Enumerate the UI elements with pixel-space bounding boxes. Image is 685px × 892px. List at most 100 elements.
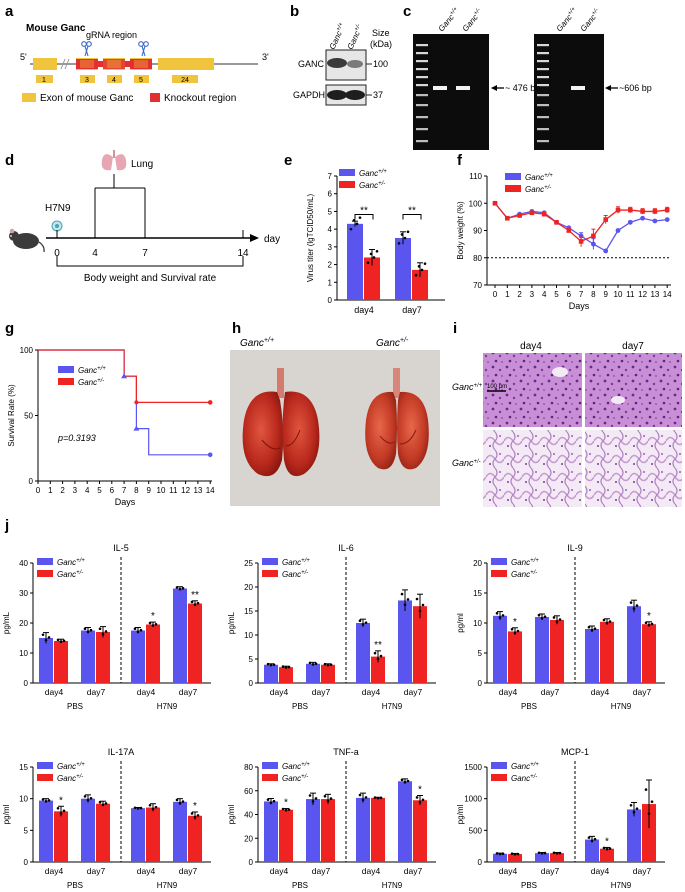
data-point <box>608 847 612 850</box>
data-point <box>615 228 621 233</box>
y-axis-label: Body weight (%) <box>456 201 465 260</box>
wt-photo-label: Ganc+/+ <box>240 337 274 349</box>
legend-label-ko: Ganc+/- <box>282 774 308 783</box>
timeline-tick-label: 4 <box>92 248 98 259</box>
x-tick-label: day7 <box>633 687 652 697</box>
x-tick-label: day7 <box>312 866 331 876</box>
data-point <box>323 794 327 798</box>
bar <box>508 854 522 862</box>
ladder-band <box>537 76 549 79</box>
y-axis-label: pg/mL <box>227 611 236 634</box>
three-prime-label: 3' <box>262 52 269 62</box>
ko-lung-image <box>365 368 429 470</box>
significance-mark: * <box>647 611 651 622</box>
data-point <box>505 215 510 221</box>
x-tick-label: day4 <box>137 687 156 697</box>
data-point <box>269 801 273 804</box>
gel-image-2 <box>534 34 604 150</box>
x-tick-label: day7 <box>312 687 331 697</box>
significance-mark: ** <box>360 206 368 217</box>
y-tick-label: 500 <box>469 826 483 835</box>
data-point <box>605 847 609 851</box>
data-point <box>608 620 612 623</box>
bar <box>356 623 370 683</box>
y-tick-label: 40 <box>19 559 28 568</box>
data-point <box>593 837 597 841</box>
data-point <box>323 662 327 666</box>
panel-label-e: e <box>284 152 292 169</box>
x-tick-label: 11 <box>626 290 635 299</box>
band-size-label: ~606 bp <box>619 83 652 93</box>
knockout-link-2 <box>125 61 130 67</box>
data-point <box>517 213 522 218</box>
bar <box>188 815 202 862</box>
survival-bracket <box>56 256 244 267</box>
knockout-region-2 <box>103 59 125 69</box>
data-point <box>629 601 633 604</box>
y-tick-label: 10 <box>473 619 482 628</box>
panel-a: a Mouse Ganc gRNA region 5' 3' 1 3 <box>5 3 269 104</box>
y-tick-label: 50 <box>24 412 33 421</box>
x-tick-label: day4 <box>362 687 381 697</box>
exon-24 <box>158 58 214 70</box>
y-tick-label: 4 <box>328 225 333 234</box>
legend-exon-label: Exon of mouse Ganc <box>40 93 133 104</box>
bar <box>642 804 656 862</box>
y-tick-label: 10 <box>19 795 28 804</box>
scale-bar-label: 100 μm <box>487 384 507 390</box>
data-point <box>193 815 197 819</box>
x-tick-label: 14 <box>206 486 215 495</box>
legend-label-ko: Ganc+/- <box>57 570 83 579</box>
panel-b: b Ganc+/+ Ganc+/- Size (kDa) GANC GAPDH … <box>290 3 392 106</box>
y-tick-label: 0 <box>24 858 29 867</box>
exon-3-overlay <box>80 60 94 68</box>
exon-number-box <box>134 75 149 83</box>
data-point <box>154 805 158 809</box>
mouse-icon <box>9 228 45 253</box>
panel-i: i day4 day7 Ganc+/+ Ganc+/- 100 μm <box>452 320 682 507</box>
data-point <box>366 261 370 265</box>
bar <box>398 781 412 862</box>
data-point <box>266 798 270 801</box>
timeline-unit: day <box>264 234 280 245</box>
x-tick-label: 7 <box>122 486 127 495</box>
data-point <box>554 220 559 225</box>
group-label: PBS <box>292 702 308 711</box>
data-point <box>361 623 365 626</box>
data-point <box>421 798 425 802</box>
bar <box>279 809 293 862</box>
y-tick-label: 20 <box>244 583 253 592</box>
ladder-band <box>416 104 428 107</box>
x-tick-label: 4 <box>85 486 90 495</box>
significance-mark: ** <box>191 590 199 601</box>
y-tick-label: 15 <box>19 763 28 772</box>
data-point <box>540 616 544 620</box>
x-tick-label: 6 <box>567 290 572 299</box>
data-point <box>650 622 654 626</box>
data-point <box>376 657 380 661</box>
legend-label-ko: Ganc+/- <box>57 774 83 783</box>
legend-swatch-wt <box>37 762 53 769</box>
group-label: H7N9 <box>382 881 403 890</box>
data-point <box>207 452 213 458</box>
legend-label-wt: Ganc+/+ <box>359 169 387 178</box>
data-point <box>104 802 108 805</box>
cytokine-chart-mcp-1: MCP-1 0 500 1000 1500 pg/ml day4 day7 day4 * day7 P… <box>456 747 665 890</box>
data-point <box>121 373 128 379</box>
x-tick-label: 3 <box>73 486 78 495</box>
data-point <box>558 851 562 855</box>
exon-number: 24 <box>181 77 189 84</box>
ko-photo-label: Ganc+/- <box>376 337 409 349</box>
ladder-band <box>537 84 549 87</box>
y-tick-label: 1000 <box>464 795 482 804</box>
histology-ko-day4 <box>483 430 582 507</box>
legend-knockout-label: Knockout region <box>164 93 236 104</box>
data-point <box>664 217 670 223</box>
ladder-band <box>537 44 549 47</box>
x-tick-label: 2 <box>517 290 522 299</box>
data-point <box>516 629 520 633</box>
ladder-band <box>537 94 549 97</box>
data-point <box>272 663 276 666</box>
legend-swatch-ko <box>505 185 521 192</box>
data-point <box>552 616 556 619</box>
